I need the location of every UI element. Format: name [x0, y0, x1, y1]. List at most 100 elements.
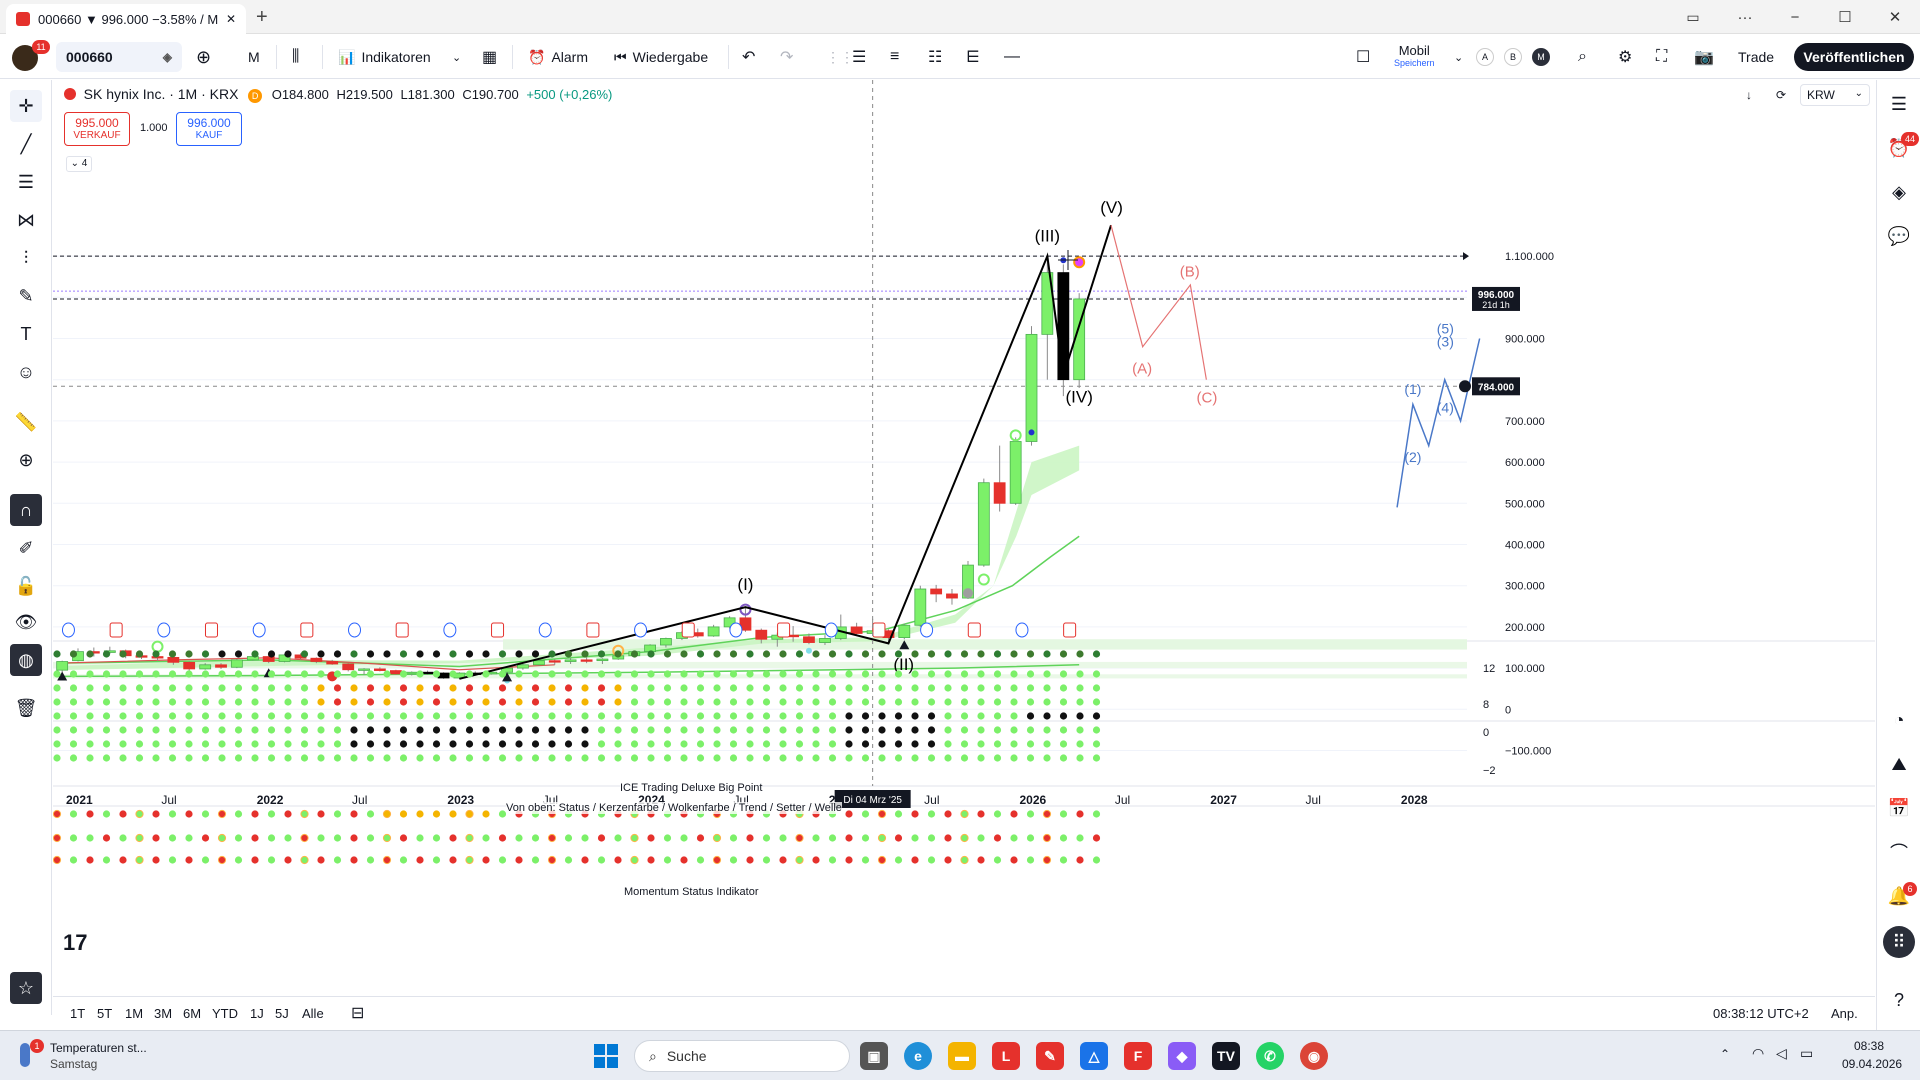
sell-button[interactable]: 995.000 VERKAUF [64, 112, 130, 146]
collapse-indicators-button[interactable]: ⌄ 4 [66, 156, 92, 172]
layers-icon[interactable]: ◈ [1892, 181, 1906, 202]
lock-icon[interactable]: 🔓 [14, 575, 38, 596]
sidebar-toggle-icon[interactable]: ▭ [1686, 8, 1700, 25]
candle-type-icon[interactable]: ⫼ [292, 48, 300, 65]
close-tab-icon[interactable]: ✕ [225, 12, 236, 26]
tray-chevron-icon[interactable]: ⌃ [1720, 1047, 1731, 1061]
emoji-icon[interactable]: ☺ [16, 361, 36, 382]
chart-area[interactable]: (I) (II) (III) (IV) (V) (A) (B) (C) (1) (2) (3) (4)… [53, 80, 1875, 1000]
range-alle[interactable]: Alle [302, 1006, 324, 1021]
publish-button[interactable]: Veröffentlichen [1794, 43, 1914, 71]
forecast-tool-icon[interactable]: ⫶ [23, 247, 29, 268]
edge-browser-icon[interactable]: e [904, 1042, 932, 1070]
battery-icon[interactable]: ▭ [1800, 1045, 1814, 1061]
horizontal-line-icon[interactable]: — [1004, 48, 1020, 65]
fib-retracement-icon[interactable]: ☰ [17, 171, 35, 192]
ruler-icon[interactable]: 📏 [14, 411, 38, 432]
app-f-icon[interactable]: F [1124, 1042, 1152, 1070]
apps-grid-icon[interactable]: ⠿ [1883, 926, 1915, 958]
app-triangle-icon[interactable]: △ [1080, 1042, 1108, 1070]
undo-icon[interactable]: ↶ [742, 49, 756, 66]
help-icon[interactable]: ? [1893, 989, 1904, 1010]
alert-button[interactable]: ⏰ Alarm [528, 35, 588, 79]
range-6m[interactable]: 6M [183, 1006, 202, 1021]
range-3m[interactable]: 3M [154, 1006, 173, 1021]
range-1j[interactable]: 1J [250, 1006, 264, 1021]
ideas-icon[interactable]: ⛰ [1891, 753, 1907, 774]
windows-start-icon[interactable] [594, 1044, 618, 1068]
replay-button[interactable]: ⏮ Wiedergabe [614, 35, 708, 79]
calendar-icon[interactable]: 📅 [1887, 797, 1911, 818]
adjust-button[interactable]: Anp. [1831, 1006, 1858, 1021]
watchlist-icon[interactable]: ☰ [1890, 93, 1908, 114]
mode-m-button[interactable]: M [1532, 48, 1550, 66]
quick-search-icon[interactable]: ⌕ [1578, 48, 1587, 65]
browser-tab[interactable]: 000660 ▼ 996.000 −3.58% / M ✕ [6, 4, 246, 34]
maximize-button[interactable]: ☐ [1838, 9, 1852, 26]
taskbar-search-input[interactable]: ⌕ Suche [634, 1040, 850, 1072]
mode-b-button[interactable]: B [1504, 48, 1522, 66]
app-l-icon[interactable]: L [992, 1042, 1020, 1070]
currency-select[interactable]: KRW ⌄ [1800, 84, 1870, 106]
range-1m[interactable]: 1M [125, 1006, 144, 1021]
drawing-mode-icon[interactable]: ✐ [18, 537, 34, 558]
favorite-tool-1-icon[interactable]: ☰ [852, 49, 867, 66]
new-tab-button[interactable]: + [256, 6, 268, 28]
layout-name-button[interactable]: Mobil Speichern [1394, 43, 1435, 68]
more-options-button[interactable]: ··· [1737, 8, 1753, 26]
pattern-tool-icon[interactable]: ⋈ [17, 209, 35, 230]
eye-icon[interactable]: 👁 [14, 611, 38, 632]
layout-checkbox-icon[interactable]: ☐ [1356, 49, 1371, 66]
app-pen-icon[interactable]: ✎ [1036, 1042, 1064, 1070]
favorite-tool-2-icon[interactable]: ≡ [890, 48, 900, 65]
clock-display[interactable]: 08:38:12 UTC+2 [1713, 1006, 1809, 1021]
indicators-dropdown-icon[interactable]: ⌄ [452, 51, 462, 64]
weather-widget[interactable]: 1 Temperaturen st... Samstag [16, 1037, 166, 1075]
interval-button[interactable]: M [248, 49, 260, 65]
favorite-icon[interactable]: ◈ [162, 50, 172, 64]
fullscreen-icon[interactable]: ⛶ [1656, 48, 1668, 65]
mode-a-button[interactable]: A [1476, 48, 1494, 66]
layout-dropdown-icon[interactable]: ⌄ [1454, 51, 1464, 64]
speedometer-icon[interactable]: ◔ [1893, 709, 1905, 730]
compare-symbol-button[interactable]: ⊕ [196, 46, 212, 67]
wifi-icon[interactable]: ◠ [1752, 1045, 1765, 1061]
volume-icon[interactable]: ◁ [1776, 1045, 1787, 1061]
tradingview-app-icon[interactable]: TV [1212, 1042, 1240, 1070]
screenshot-camera-icon[interactable]: 📷 [1694, 49, 1714, 66]
price-chart[interactable]: (I) (II) (III) (IV) (V) (A) (B) (C) (1) (2) (3) (4)… [53, 80, 1875, 996]
taskbar-date[interactable]: 09.04.2026 [1842, 1057, 1903, 1071]
task-view-icon[interactable]: ▣ [860, 1042, 888, 1070]
scale-refresh-icon[interactable]: ⟳ [1776, 88, 1787, 102]
favorites-star-icon[interactable]: ☆ [10, 972, 42, 1004]
minimize-button[interactable]: − [1790, 8, 1800, 26]
symbol-search-input[interactable]: 000660 ◈ [56, 42, 182, 72]
text-tool-icon[interactable]: T [20, 323, 32, 344]
date-range-icon[interactable]: ⊟ [351, 1005, 365, 1022]
chat-icon[interactable]: 💬 [1887, 225, 1911, 246]
copilot-icon[interactable]: ◆ [1168, 1042, 1196, 1070]
globe-icon[interactable]: ◍ [10, 644, 42, 676]
legend-title[interactable]: SK hynix Inc. · 1M · KRX [83, 86, 239, 102]
brush-icon[interactable]: ✎ [18, 285, 34, 306]
taskbar-time[interactable]: 08:38 [1854, 1039, 1885, 1053]
settings-gear-icon[interactable]: ⚙ [1618, 49, 1633, 66]
range-5j[interactable]: 5J [275, 1006, 289, 1021]
file-explorer-icon[interactable]: ▬ [948, 1042, 976, 1070]
favorite-tool-3-icon[interactable]: ☷ [928, 49, 943, 66]
favorite-tool-4-icon[interactable]: ⋿ [966, 49, 980, 66]
close-window-button[interactable]: ✕ [1888, 9, 1902, 26]
crosshair-icon[interactable]: ✛ [10, 90, 42, 122]
redo-icon[interactable]: ↷ [780, 49, 794, 66]
broadcast-icon[interactable]: ⌒ [1890, 843, 1908, 863]
trash-icon[interactable]: 🗑 [14, 697, 38, 718]
range-5t[interactable]: 5T [97, 1006, 113, 1021]
magnet-icon[interactable]: ∩ [10, 494, 42, 526]
zoom-in-icon[interactable]: ⊕ [18, 449, 34, 470]
indicators-button[interactable]: 📊 Indikatoren [338, 35, 431, 79]
layouts-icon[interactable]: ▦ [482, 49, 498, 66]
range-1t[interactable]: 1T [70, 1006, 86, 1021]
trade-button[interactable]: Trade [1738, 49, 1775, 65]
trend-line-icon[interactable]: ╱ [20, 133, 32, 154]
whatsapp-icon[interactable]: ✆ [1256, 1042, 1284, 1070]
